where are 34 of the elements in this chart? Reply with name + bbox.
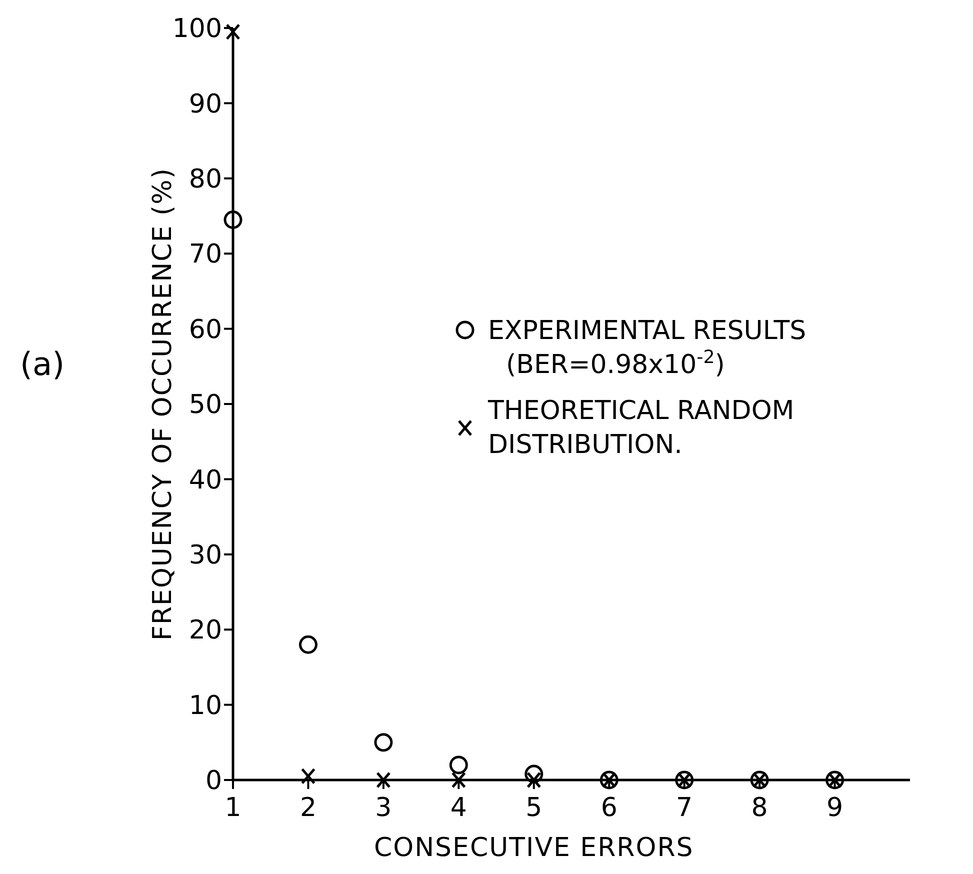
x-tick-label: 6 <box>600 793 618 823</box>
point <box>449 756 468 774</box>
legend-label: THEORETICAL RANDOM DISTRIBUTION. <box>487 396 794 460</box>
x-tick-label: 9 <box>826 793 844 823</box>
x-tick-label: 1 <box>224 793 242 823</box>
point <box>376 772 391 788</box>
text: (a) <box>20 345 65 383</box>
y-tick-label: 100 <box>172 14 222 44</box>
point <box>524 764 544 784</box>
x-tick-label: 4 <box>450 793 467 823</box>
point <box>451 772 466 788</box>
y-tick-label: 10 <box>188 690 222 721</box>
y-tick-label: 70 <box>188 240 222 270</box>
point <box>298 635 318 654</box>
y-tick-label: 30 <box>188 540 222 570</box>
x-tick-label: 8 <box>751 793 768 823</box>
y-tick-label: 40 <box>188 465 222 496</box>
y-axis-title: FREQUENCY OF OCCURRENCE (%) <box>148 168 178 640</box>
x-tick-label: 7 <box>676 793 693 823</box>
y-tick-label: 50 <box>188 390 222 420</box>
y-tick-label: 0 <box>205 766 222 796</box>
point <box>374 733 393 752</box>
point <box>300 768 316 784</box>
point <box>224 210 242 230</box>
y-tick-label: 80 <box>188 164 222 194</box>
legend-label: EXPERIMENTAL RESULTS (BER=0.98x10$^{-2}$) <box>488 316 806 380</box>
y-tick-label: 60 <box>188 314 222 345</box>
x-axis-title: CONSECUTIVE ERRORS <box>374 833 694 863</box>
x-tick-label: 2 <box>300 793 316 823</box>
point <box>526 772 542 788</box>
x-tick-label: 5 <box>526 793 542 823</box>
x-tick-label: 3 <box>375 793 392 823</box>
y-tick-label: 20 <box>188 616 222 646</box>
y-tick-label: 90 <box>188 89 222 120</box>
